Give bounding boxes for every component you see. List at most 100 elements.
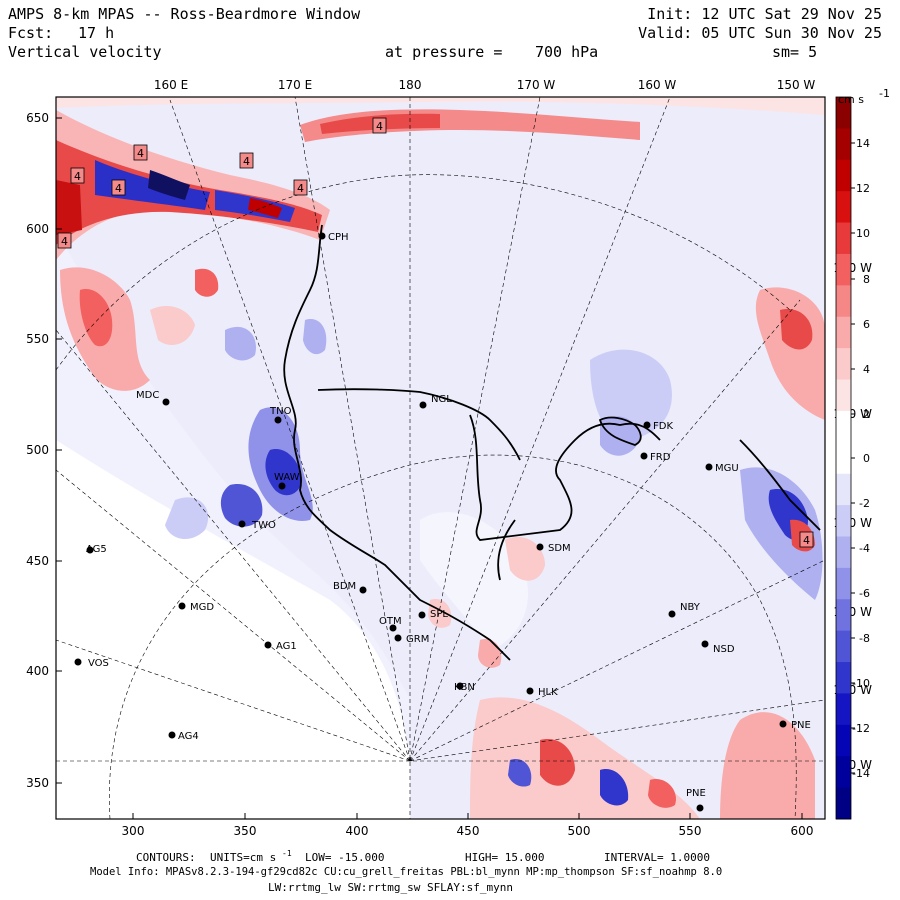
contour-label: 4 [243, 155, 250, 168]
station-label: NGL [431, 394, 452, 405]
x-tick-label: 500 [568, 824, 591, 838]
longitude-labels: 160 E 170 E 180 170 W 160 W 150 W [154, 78, 816, 92]
colorbar-tick-label: -6 [859, 587, 870, 600]
y-tick-label: 650 [26, 111, 49, 125]
colorbar-swatch [836, 442, 851, 475]
y-tick-label: 500 [26, 443, 49, 457]
station-dot [278, 482, 286, 490]
colorbar-swatch [836, 662, 851, 694]
colorbar-tick-label: -10 [852, 677, 870, 690]
colorbar-swatch [836, 630, 851, 663]
contour-label: 4 [297, 182, 304, 195]
colorbar-tick-label: -14 [852, 767, 870, 780]
colorbar-tick-label: 14 [856, 137, 870, 150]
station-label: CPH [328, 232, 349, 243]
contour-low: LOW= -15.000 [305, 851, 385, 864]
units-label: UNITS=cm s [210, 851, 277, 864]
contour-label: 4 [803, 534, 810, 547]
colorbar-swatch [836, 567, 851, 600]
colorbar-swatch [836, 724, 851, 757]
colorbar-swatch [836, 128, 851, 161]
colorbar-swatch [836, 191, 851, 224]
station-markers: CPH NGL FDK FRD MGU MDC TNO WAW TWO AG5 SDM BDM MGD O… [74, 232, 811, 812]
colorbar-tick-label: 6 [863, 318, 870, 331]
station-dot [264, 641, 272, 649]
contour-label: 4 [61, 235, 68, 248]
station-label: NBY [680, 602, 701, 613]
vertical-velocity-field [56, 97, 825, 819]
station-label: PNE [791, 720, 811, 731]
x-tick-label: 450 [457, 824, 480, 838]
colorbar-tick-label: 2 [863, 408, 870, 421]
x-tick-label: 550 [679, 824, 702, 838]
station-dot [162, 398, 170, 406]
colorbar-tick-label: 12 [856, 182, 870, 195]
longitude-label: 170 W [517, 78, 556, 92]
station-dot [668, 610, 676, 618]
station-dot [643, 421, 651, 429]
x-tick-label: 300 [122, 824, 145, 838]
valid-time: Valid: 05 UTC Sun 30 Nov 25 [638, 24, 882, 42]
colorbar: 14 12 10 8 6 4 2 0 -2 -4 -6 -8 -10 -12 -14 [835, 96, 870, 820]
plot-frame [55, 96, 826, 820]
map-title: AMPS 8-km MPAS -- Ross-Beardmore Window [8, 5, 361, 23]
station-dot [86, 546, 94, 554]
station-dot [178, 602, 186, 610]
x-tick-label: 600 [791, 824, 814, 838]
station-dot [318, 232, 326, 240]
colorbar-tick-label: -8 [859, 632, 870, 645]
colorbar-swatch [836, 693, 851, 726]
station-label: HLK [538, 687, 558, 698]
station-label: OTM [379, 616, 402, 627]
station-dot [418, 611, 426, 619]
colorbar-swatch [836, 536, 851, 569]
station-label: FDK [653, 421, 673, 432]
station-dot [394, 634, 402, 642]
station-label: PNE [686, 788, 706, 799]
colorbar-swatch [836, 97, 851, 129]
colorbar-units-exponent: -1 [879, 87, 890, 100]
colorbar-units: cm s [838, 93, 864, 106]
contours-label: CONTOURS: [136, 851, 196, 864]
colorbar-swatch [836, 787, 851, 820]
colorbar-tick-label: 0 [863, 452, 870, 465]
contour-label: 4 [115, 182, 122, 195]
station-dot [274, 416, 282, 424]
y-tick-label: 450 [26, 554, 49, 568]
colorbar-swatch [836, 599, 851, 632]
station-dot [456, 682, 464, 690]
contour-high: HIGH= 15.000 [465, 851, 545, 864]
y-tick-label: 400 [26, 664, 49, 678]
y-axis: 650 600 550 500 450 400 350 [26, 111, 62, 790]
colorbar-tick-label: -12 [852, 722, 870, 735]
colorbar-swatch [836, 285, 851, 318]
station-label: MGD [190, 602, 214, 613]
longitude-label: 180 [399, 78, 422, 92]
station-dot [705, 463, 713, 471]
station-dot [419, 401, 427, 409]
station-dot [238, 520, 246, 528]
station-label: SPL [430, 609, 448, 620]
station-label: WAW [274, 472, 300, 483]
colorbar-tick-label: -2 [859, 497, 870, 510]
colorbar-swatch [836, 159, 851, 192]
longitude-label: 160 E [154, 78, 188, 92]
y-tick-label: 350 [26, 776, 49, 790]
station-label: AG4 [178, 731, 199, 742]
forecast-hours: 17 h [78, 24, 115, 42]
y-tick-label: 600 [26, 222, 49, 236]
init-time: Init: 12 UTC Sat 29 Nov 25 [647, 5, 882, 23]
colorbar-swatch [836, 410, 851, 443]
station-label: AG1 [276, 641, 297, 652]
units-exponent: -1 [282, 849, 292, 858]
longitude-label: 150 W [777, 78, 816, 92]
station-dot [74, 658, 82, 666]
station-label: NSD [713, 644, 735, 655]
colorbar-tick-label: 10 [856, 227, 870, 240]
station-dot [701, 640, 709, 648]
station-dot [526, 687, 534, 695]
colorbar-swatch [836, 348, 851, 381]
station-label: FRD [650, 452, 671, 463]
station-label: AG5 [86, 544, 107, 555]
level-value: 700 hPa [535, 43, 599, 61]
